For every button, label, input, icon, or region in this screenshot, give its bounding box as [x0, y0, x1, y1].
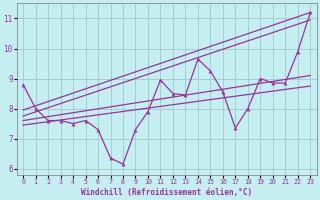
X-axis label: Windchill (Refroidissement éolien,°C): Windchill (Refroidissement éolien,°C) — [81, 188, 252, 197]
